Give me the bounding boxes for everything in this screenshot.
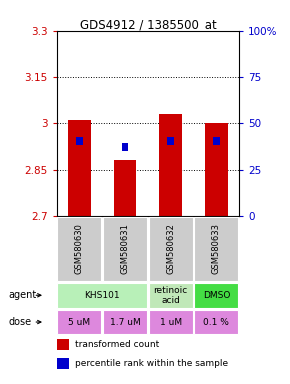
- Text: GSM580630: GSM580630: [75, 223, 84, 275]
- Bar: [68, 120, 91, 216]
- Bar: [57, 310, 101, 334]
- Text: 0.1 %: 0.1 %: [204, 318, 229, 326]
- Text: 5 uM: 5 uM: [68, 318, 90, 326]
- Bar: [122, 144, 128, 151]
- Bar: [195, 310, 238, 334]
- Text: 1.7 uM: 1.7 uM: [110, 318, 140, 326]
- Bar: [149, 310, 193, 334]
- Bar: [57, 339, 69, 350]
- Text: transformed count: transformed count: [75, 340, 159, 349]
- Text: dose: dose: [9, 317, 32, 327]
- Bar: [159, 114, 182, 216]
- Text: percentile rank within the sample: percentile rank within the sample: [75, 359, 228, 368]
- Bar: [149, 283, 193, 308]
- Text: retinoic
acid: retinoic acid: [154, 286, 188, 305]
- Bar: [205, 123, 228, 216]
- Bar: [57, 283, 147, 308]
- Text: DMSO: DMSO: [203, 291, 230, 300]
- Text: agent: agent: [9, 290, 37, 300]
- Bar: [195, 283, 238, 308]
- Bar: [149, 217, 193, 281]
- Text: GSM580632: GSM580632: [166, 223, 175, 275]
- Text: 1 uM: 1 uM: [160, 318, 182, 326]
- Title: GDS4912 / 1385500_at: GDS4912 / 1385500_at: [79, 18, 216, 31]
- Bar: [213, 137, 220, 145]
- Text: GSM580631: GSM580631: [121, 223, 130, 275]
- Bar: [167, 137, 174, 145]
- Bar: [57, 217, 101, 281]
- Bar: [114, 161, 137, 216]
- Bar: [103, 217, 147, 281]
- Bar: [57, 358, 69, 369]
- Bar: [103, 310, 147, 334]
- Text: KHS101: KHS101: [84, 291, 120, 300]
- Bar: [76, 137, 83, 145]
- Text: GSM580633: GSM580633: [212, 223, 221, 275]
- Bar: [195, 217, 238, 281]
